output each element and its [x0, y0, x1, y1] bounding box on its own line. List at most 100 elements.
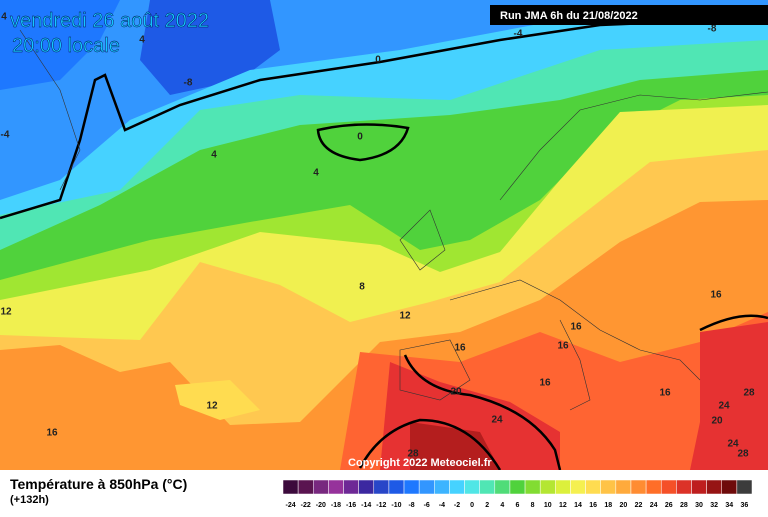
colorbar-swatch: [343, 479, 359, 495]
colorbar-swatch: [373, 479, 390, 495]
colorbar-swatch: [282, 479, 299, 495]
contour-label: 20: [450, 387, 462, 398]
contour-label: 16: [570, 322, 582, 333]
contour-label: 12: [0, 307, 12, 318]
time-text: 20:00 locale: [12, 35, 120, 57]
colorbar-swatch: [418, 479, 435, 495]
contour-label: 24: [727, 439, 739, 450]
colorbar-swatch: [615, 479, 632, 495]
colorbar-label: -6: [424, 502, 430, 509]
legend-title: Température à 850hPa (°C): [10, 476, 187, 492]
contour-label: 28: [737, 449, 749, 460]
contour-label: 16: [557, 341, 569, 352]
colorbar-swatch: [570, 479, 586, 495]
colorbar-swatch: [539, 479, 556, 495]
contour-label: -8: [184, 78, 193, 89]
contour-label: -4: [514, 29, 523, 40]
colorbar-swatch: [509, 479, 526, 495]
colorbar-swatch: [358, 479, 375, 495]
colorbar-swatch: [297, 479, 314, 495]
colorbar-label: 8: [531, 502, 535, 509]
colorbar-swatch: [479, 479, 496, 495]
contour-label: -4: [1, 130, 10, 141]
colorbar-swatch: [691, 479, 707, 495]
legend-lead: (+132h): [10, 494, 49, 506]
contour-label: 16: [46, 428, 58, 439]
contour-label: 24: [491, 415, 503, 426]
colorbar: -24 -22 -20 -18 -16 -14 -12 -10 -8 -6 -4 -2 0 2 4 6 8 10 1…: [282, 479, 753, 509]
colorbar-swatch: [721, 479, 738, 495]
colorbar-swatch: [494, 479, 511, 495]
colorbar-swatch: [645, 479, 662, 495]
contour-label: 16: [710, 290, 722, 301]
colorbar-label: 6: [516, 502, 520, 509]
run-text: Run JMA 6h du 21/08/2022: [500, 10, 638, 22]
colorbar-label: 16: [589, 502, 597, 509]
contour-label: 4: [211, 150, 217, 161]
colorbar-label: -12: [376, 502, 386, 509]
contour-label: 12: [399, 311, 411, 322]
copyright: Copyright 2022 Meteociel.fr: [348, 457, 492, 469]
colorbar-swatch: [736, 479, 753, 495]
contour-label: 0: [357, 132, 363, 143]
colorbar-label: -10: [391, 502, 401, 509]
colorbar-swatch: [388, 479, 405, 495]
colorbar-label: -22: [301, 502, 311, 509]
colorbar-label: -20: [316, 502, 326, 509]
contour-label: 16: [454, 343, 466, 354]
contour-label: 8: [359, 282, 365, 293]
zero-isotherm: [0, 16, 768, 471]
contour-label: 4: [313, 168, 319, 179]
colorbar-swatch: [403, 479, 420, 495]
colorbar-label: 4: [500, 502, 504, 509]
contour-label: 12: [206, 401, 218, 412]
colorbar-label: 24: [650, 502, 658, 509]
colorbar-label: 18: [604, 502, 612, 509]
colorbar-label: 10: [544, 502, 552, 509]
colorbar-label: -16: [346, 502, 356, 509]
colorbar-label: 32: [710, 502, 718, 509]
date-text: vendredi 26 août 2022: [10, 10, 209, 32]
colorbar-label: -14: [361, 502, 371, 509]
colorbar-label: 0: [470, 502, 474, 509]
colorbar-label: -18: [331, 502, 341, 509]
colorbar-swatch: [555, 479, 571, 495]
contour-label: 4: [1, 12, 7, 23]
colorbar-label: 28: [680, 502, 688, 509]
colorbar-swatch: [706, 479, 722, 495]
contour-label: 28: [407, 449, 419, 460]
colorbar-label: -4: [439, 502, 445, 509]
colorbar-label: 2: [485, 502, 489, 509]
contour-label: 20: [711, 416, 723, 427]
colorbar-label: -8: [408, 502, 414, 509]
colorbar-swatch: [464, 479, 480, 495]
colorbar-label: 26: [665, 502, 673, 509]
contour-label: 16: [539, 378, 551, 389]
temperature-field: [0, 0, 768, 470]
colorbar-label: 20: [620, 502, 628, 509]
coastlines: [19, 29, 768, 411]
colorbar-swatch: [313, 479, 329, 495]
colorbar-label: -2: [454, 502, 460, 509]
colorbar-label: 34: [725, 502, 733, 509]
contour-label: 28: [743, 388, 755, 399]
colorbar-swatch: [585, 479, 601, 495]
colorbar-swatch: [434, 479, 450, 495]
contour-label: 24: [718, 401, 730, 412]
colorbar-swatch: [676, 479, 692, 495]
colorbar-label: 14: [574, 502, 582, 509]
colorbar-swatch: [449, 479, 465, 495]
colorbar-swatch: [630, 479, 647, 495]
colorbar-label: 30: [695, 502, 703, 509]
colorbar-label: -24: [286, 502, 296, 509]
run-box: [490, 5, 768, 25]
colorbar-swatch: [524, 479, 541, 495]
colorbar-label: 12: [559, 502, 567, 509]
contour-label: 4: [139, 35, 145, 46]
contour-label: 16: [659, 388, 671, 399]
contour-label: -8: [708, 24, 717, 35]
contour-label: 0: [375, 55, 381, 66]
colorbar-swatch: [600, 479, 617, 495]
